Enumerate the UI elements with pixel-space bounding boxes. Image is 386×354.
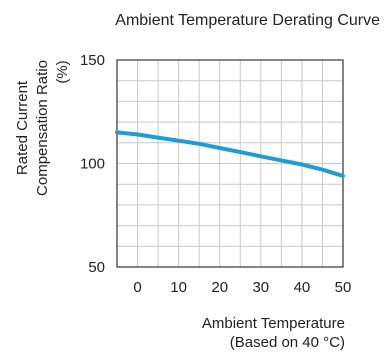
x-tick-labels: 0 10 20 30 40 50 (133, 279, 351, 296)
x-tick-label: 40 (294, 279, 311, 296)
x-axis-label-line-2: (Based on 40 °C) (229, 334, 345, 351)
y-tick-label: 50 (88, 259, 105, 276)
y-tick-label: 150 (80, 52, 105, 69)
y-tick-labels: 50 100 150 (80, 52, 105, 276)
x-tick-label: 0 (133, 279, 141, 296)
x-tick-label: 30 (252, 279, 269, 296)
plot-frame (116, 59, 344, 268)
x-tick-label: 50 (335, 279, 352, 296)
y-axis-label-line-2: Compensation Ratio (34, 60, 51, 196)
series-line (115, 130, 345, 178)
x-tick-label: 10 (170, 279, 187, 296)
x-axis-label: Ambient Temperature (Based on 40 °C) (202, 314, 345, 352)
grid (117, 60, 343, 267)
y-axis-label: Rated Current Compensation Ratio (%) (14, 60, 71, 196)
y-axis-label-line-3: (%) (54, 60, 71, 83)
y-tick-label: 100 (80, 156, 105, 173)
x-tick-label: 20 (211, 279, 228, 296)
y-axis-label-line-1: Rated Current (14, 80, 31, 175)
x-axis-label-line-1: Ambient Temperature (201, 315, 345, 332)
chart-title: Ambient Temperature Derating Curve (115, 12, 380, 29)
